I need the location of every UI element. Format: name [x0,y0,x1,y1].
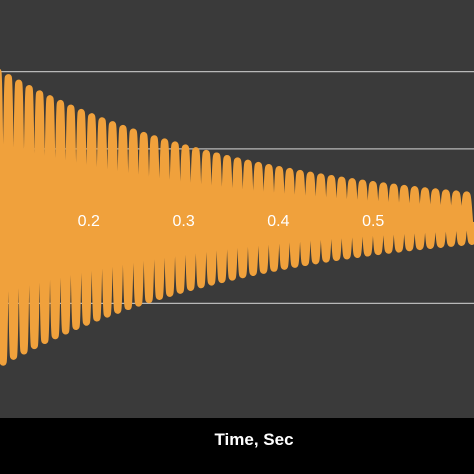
series-line-damped-oscillation [0,68,474,366]
x-tick-label: 0.2 [78,213,100,230]
x-axis-title: Time, Sec [214,430,293,449]
x-tick-labels: 0.2 0.3 0.4 0.5 [78,213,385,230]
x-tick-label: 0.3 [172,213,194,230]
series-layer [0,68,474,366]
x-tick-label: 0.4 [267,213,289,230]
x-tick-label: 0.5 [362,213,384,230]
